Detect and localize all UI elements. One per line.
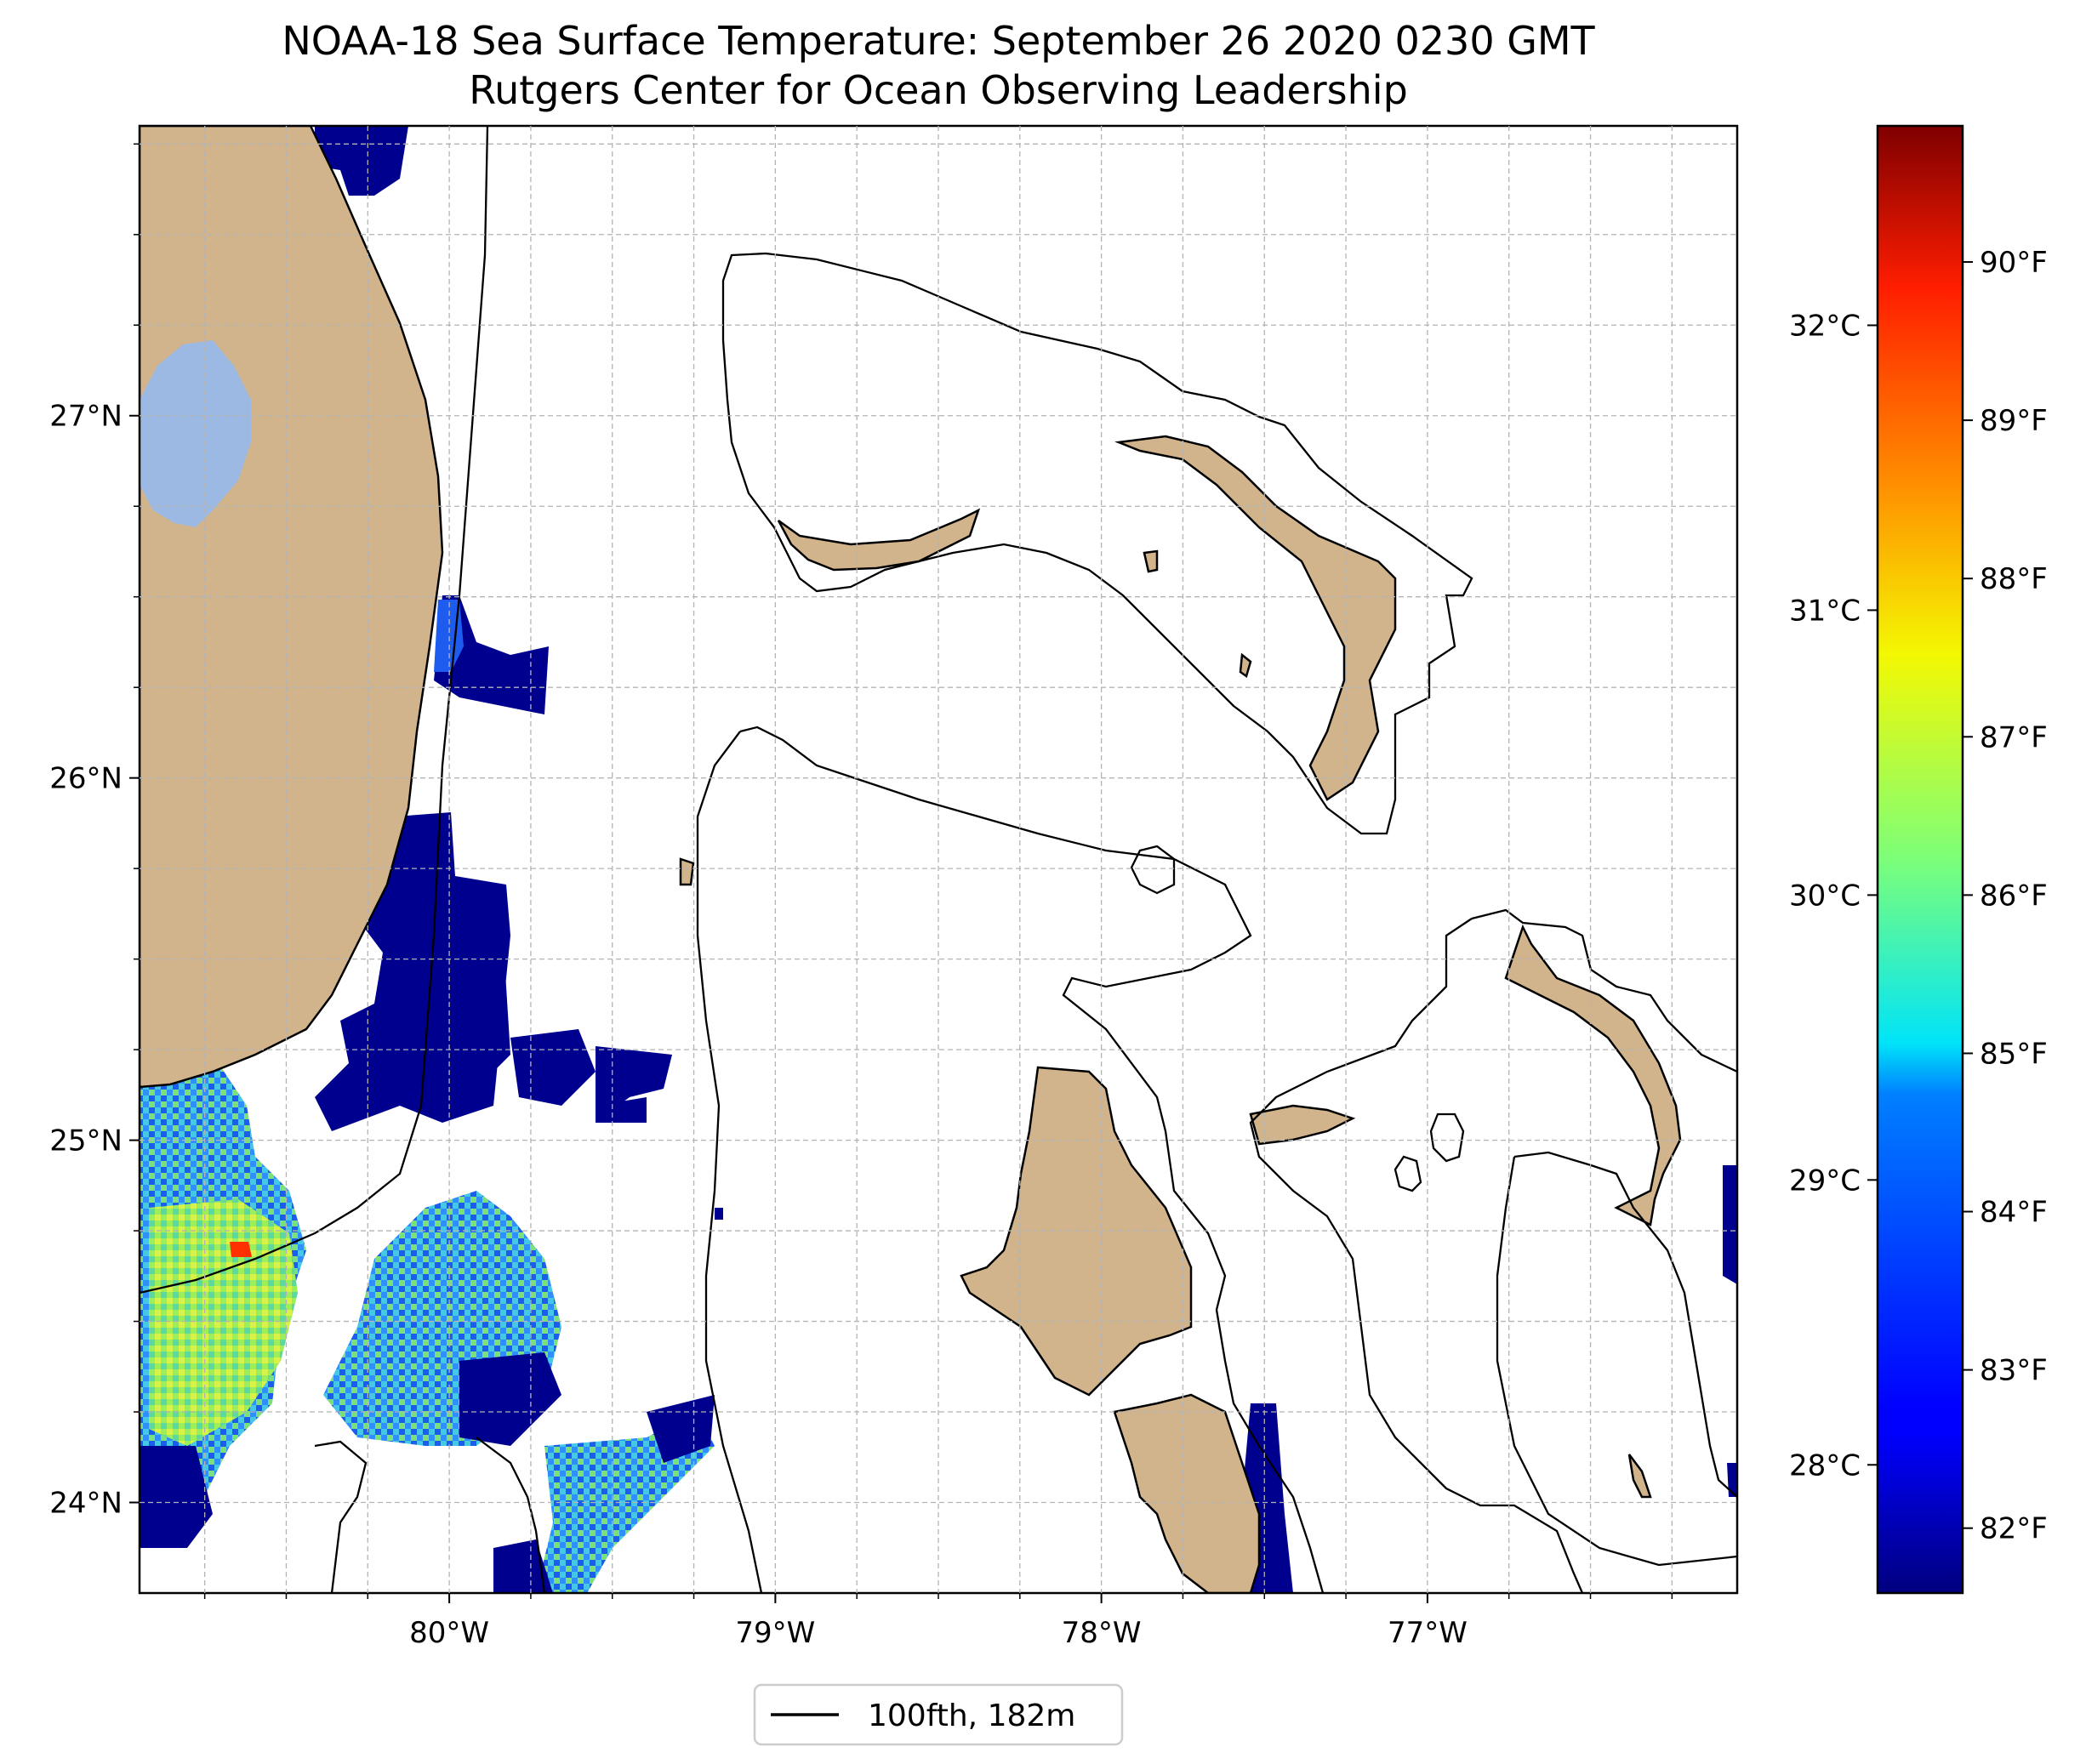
colorbar: 32°C 31°C 30°C 29°C 28°C 90°F 89°F 88°F 87°F 86°F… — [1789, 124, 2048, 1595]
colorbar-label-celsius: 31°C — [1789, 594, 1861, 628]
chart-title-line2: Rutgers Center for Ocean Observing Leade… — [469, 67, 1408, 113]
sst-patch — [149, 1199, 298, 1446]
sst-patch — [1727, 1463, 1737, 1497]
lon-tick-label: 77°W — [1388, 1616, 1468, 1650]
lat-tick-label: 24°N — [49, 1487, 123, 1521]
colorbar-label-fahrenheit: 84°F — [1980, 1196, 2048, 1230]
colorbar-label-fahrenheit: 88°F — [1980, 562, 2048, 596]
colorbar-label-celsius: 29°C — [1789, 1164, 1861, 1198]
colorbar-gradient — [1876, 124, 1964, 1595]
colorbar-label-fahrenheit: 82°F — [1980, 1512, 2048, 1546]
lat-tick-label: 25°N — [49, 1124, 123, 1158]
lon-tick-label: 78°W — [1062, 1616, 1142, 1650]
isobath-contour — [140, 126, 489, 1295]
land-andros-south — [1113, 1393, 1261, 1593]
sst-data-layer — [140, 126, 1737, 1593]
legend: 100fth, 182m — [753, 1683, 1124, 1746]
isobath-contour — [1513, 1151, 1737, 1498]
colorbar-label-fahrenheit: 87°F — [1980, 720, 2048, 754]
sst-patch — [459, 1352, 561, 1446]
sst-patch — [468, 919, 510, 1089]
colorbar-ticks: 32°C 31°C 30°C 29°C 28°C 90°F 89°F 88°F 87°F 86°F… — [1789, 246, 2048, 1546]
isobath-contour — [1130, 845, 1176, 895]
legend-label: 100fth, 182m — [868, 1699, 1075, 1733]
land-cay-small — [1239, 652, 1252, 679]
lat-tick-label: 27°N — [49, 400, 123, 434]
land-cay-small — [1627, 1454, 1652, 1499]
isobath-contour — [1429, 1112, 1465, 1163]
isobath-contour — [721, 252, 1473, 835]
axis-ticks: 27°N 26°N 25°N 24°N 80°W 79°W 78°W 77°W — [49, 143, 1673, 1650]
lake-okeechobee — [140, 340, 251, 527]
sst-patch — [230, 1242, 252, 1257]
legend-box — [753, 1683, 1124, 1746]
sst-patch — [315, 812, 510, 1131]
sst-patch — [596, 1097, 647, 1123]
colorbar-label-celsius: 32°C — [1789, 309, 1861, 343]
colorbar-label-fahrenheit: 89°F — [1980, 404, 2048, 438]
sst-patch — [715, 1208, 723, 1220]
lat-tick-label: 26°N — [49, 762, 123, 796]
isobath-contour — [739, 726, 1325, 1593]
colorbar-label-fahrenheit: 85°F — [1980, 1037, 2048, 1071]
lon-tick-label: 80°W — [409, 1616, 489, 1650]
sst-patch — [434, 595, 549, 714]
land-abaco — [1114, 435, 1397, 801]
sst-patch — [140, 1446, 213, 1548]
isobath-contour — [1249, 918, 1584, 1593]
isobath-contour — [1394, 1155, 1422, 1192]
land-cay-small — [679, 857, 695, 886]
colorbar-label-celsius: 28°C — [1789, 1448, 1861, 1482]
land-new-providence — [1249, 1104, 1356, 1146]
sst-patch — [315, 126, 408, 196]
colorbar-label-fahrenheit: 90°F — [1980, 246, 2048, 280]
colorbar-label-fahrenheit: 83°F — [1980, 1354, 2048, 1388]
colorbar-label-celsius: 30°C — [1789, 879, 1861, 913]
land-eleuthera — [1504, 924, 1682, 1226]
chart-title-line1: NOAA-18 Sea Surface Temperature: Septemb… — [282, 18, 1595, 64]
land-grand-bahama — [777, 508, 981, 572]
isobath-contour — [314, 1440, 368, 1593]
map-panel — [140, 126, 1737, 1593]
land-cay-small — [1143, 549, 1159, 573]
colorbar-label-fahrenheit: 86°F — [1980, 879, 2048, 913]
isobath-100fth — [140, 126, 1737, 1593]
sst-patch — [510, 1029, 596, 1106]
lon-tick-label: 79°W — [735, 1616, 815, 1650]
graticule — [140, 126, 1737, 1593]
isobath-contour — [696, 731, 763, 1593]
isobath-contour — [476, 1437, 546, 1593]
sst-patch — [1723, 1165, 1737, 1284]
